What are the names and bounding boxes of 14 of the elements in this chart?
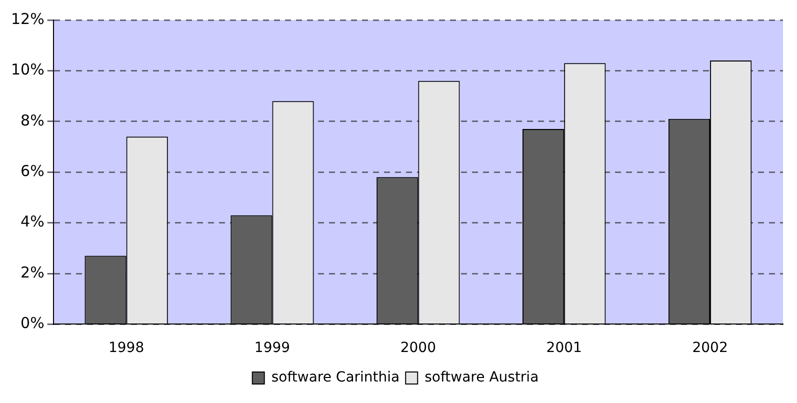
x-tick-label: 2000 [400, 340, 436, 356]
y-tick-label: 2% [20, 263, 44, 282]
legend-label: software Austria [424, 370, 539, 386]
x-tick-label: 2002 [692, 340, 728, 356]
y-tick-label: 0% [20, 314, 44, 332]
x-tick-label: 1998 [108, 340, 144, 356]
legend-label: software Carinthia [271, 370, 400, 386]
y-tick-label: 8% [20, 111, 44, 130]
x-tick-label: 2001 [546, 340, 582, 356]
x-tick-label: 1999 [254, 340, 290, 356]
y-tick-label: 10% [10, 60, 44, 79]
y-tick-label: 6% [20, 162, 44, 180]
y-tick-label: 12% [10, 10, 44, 28]
y-tick-label: 4% [20, 212, 44, 231]
